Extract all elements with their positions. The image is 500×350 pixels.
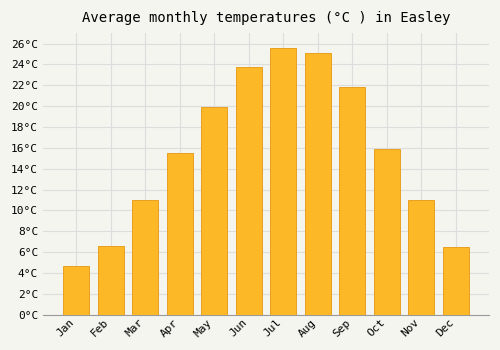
Bar bbox=[236, 66, 262, 315]
Bar bbox=[408, 200, 434, 315]
Bar bbox=[132, 200, 158, 315]
Bar bbox=[442, 247, 468, 315]
Bar bbox=[270, 48, 296, 315]
Bar bbox=[98, 246, 124, 315]
Bar bbox=[166, 153, 192, 315]
Bar bbox=[374, 149, 400, 315]
Bar bbox=[339, 88, 365, 315]
Bar bbox=[63, 266, 89, 315]
Bar bbox=[201, 107, 227, 315]
Title: Average monthly temperatures (°C ) in Easley: Average monthly temperatures (°C ) in Ea… bbox=[82, 11, 450, 25]
Bar bbox=[304, 53, 330, 315]
